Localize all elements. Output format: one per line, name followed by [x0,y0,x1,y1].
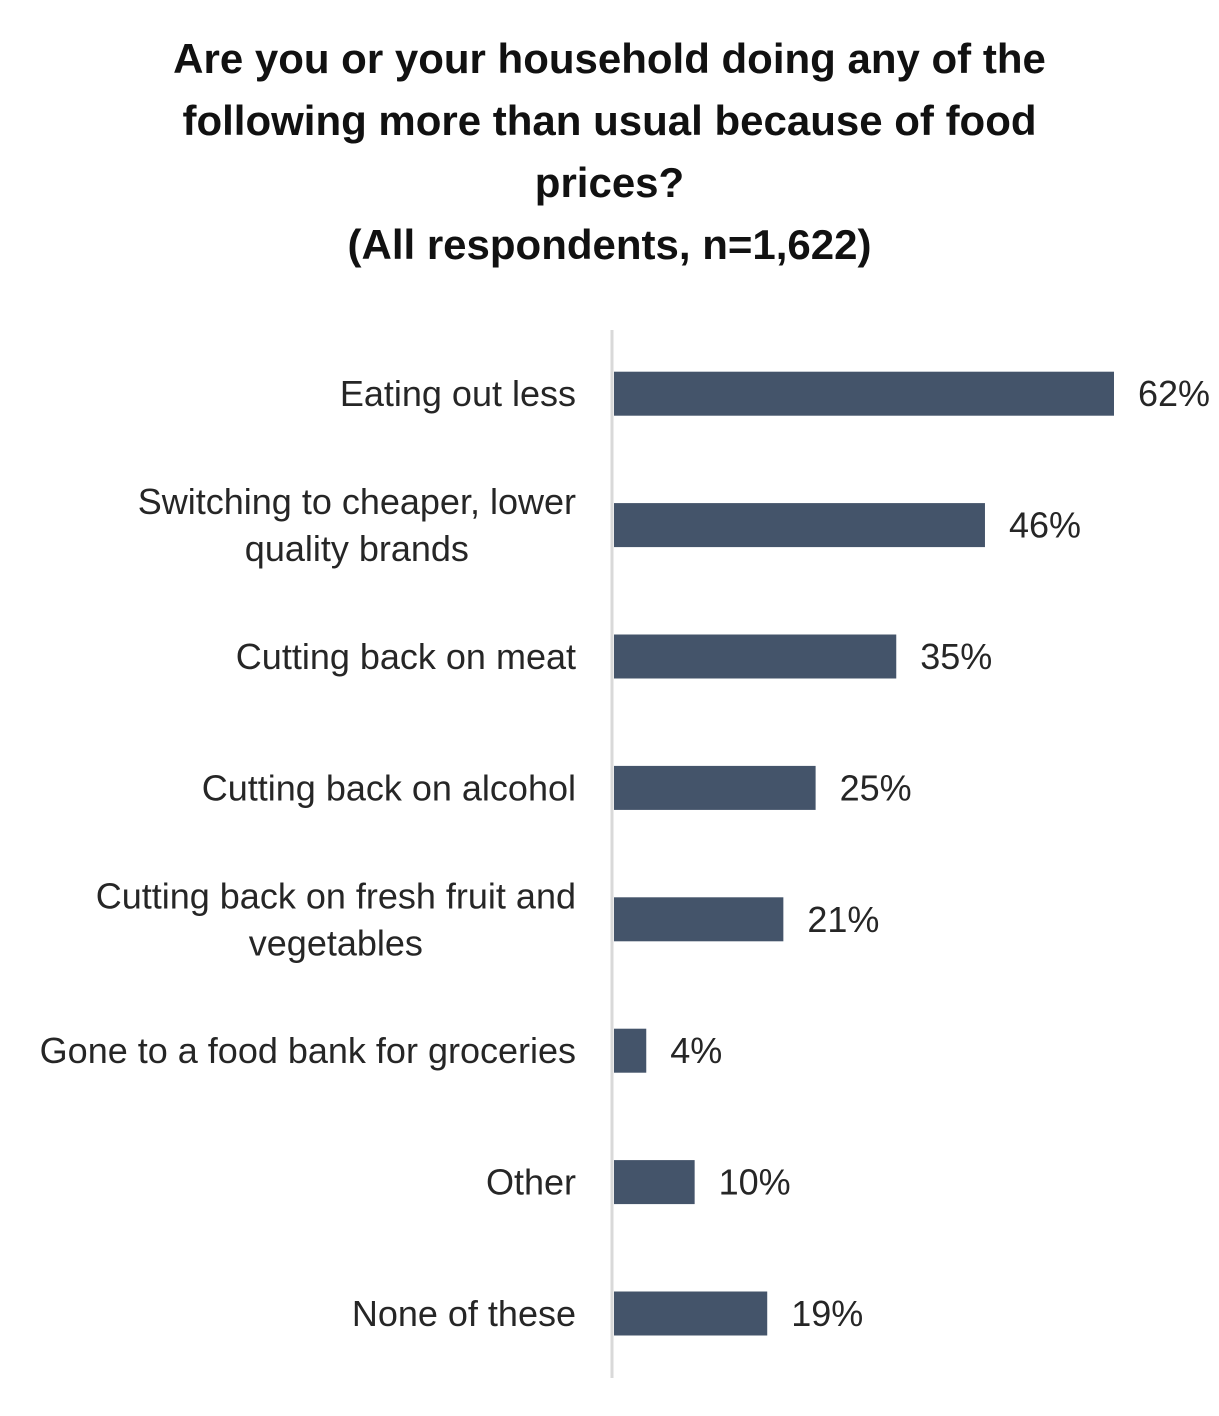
category-label-line: Switching to cheaper, lower [138,481,576,522]
bar-1 [614,371,1114,416]
category-label-line: None of these [352,1293,576,1334]
data-label-8: 19% [791,1293,863,1334]
bar-7 [614,1160,695,1205]
category-label-line: quality brands [245,528,469,569]
bar-2 [614,503,985,548]
data-label-6: 4% [670,1030,722,1071]
category-label-3: Cutting back on meat [236,636,576,677]
chart-title-line-3: prices? [534,159,685,206]
category-label-1: Eating out less [340,373,576,414]
data-label-7: 10% [719,1162,791,1203]
bar-8 [614,1291,768,1336]
category-label-line: Eating out less [340,373,576,414]
chart-title-line-1: Are you or your household doing any of t… [173,35,1046,82]
category-label-4: Cutting back on alcohol [202,767,576,808]
data-label-1: 62% [1138,373,1210,414]
bars-layer: 62% Eating out less 46% Switching to cheape… [40,371,1210,1336]
category-label-line: Cutting back on fresh fruit and [96,875,576,916]
category-label-line: Cutting back on alcohol [202,767,576,808]
data-label-3: 35% [920,636,992,677]
data-label-2: 46% [1009,505,1081,546]
category-label-2: Switching to cheaper, lower quality brand… [138,481,576,569]
chart-title: Are you or your household doing any of t… [0,28,1219,276]
category-label-5: Cutting back on fresh fruit and vegetable… [96,875,576,963]
category-label-6: Gone to a food bank for groceries [40,1030,576,1071]
category-label-line: Gone to a food bank for groceries [40,1030,576,1071]
bar-5 [614,897,784,942]
data-label-4: 25% [840,767,912,808]
category-label-8: None of these [352,1293,576,1334]
category-label-line: Cutting back on meat [236,636,576,677]
bar-4 [614,765,816,810]
bar-3 [614,634,897,679]
category-label-7: Other [486,1162,576,1203]
chart-title-line-4: (All respondents, n=1,622) [347,221,872,268]
category-label-line: vegetables [249,922,423,963]
bar-6 [614,1028,647,1073]
category-label-line: Other [486,1162,576,1203]
data-label-5: 21% [807,899,879,940]
chart-title-line-2: following more than usual because of foo… [182,97,1037,144]
